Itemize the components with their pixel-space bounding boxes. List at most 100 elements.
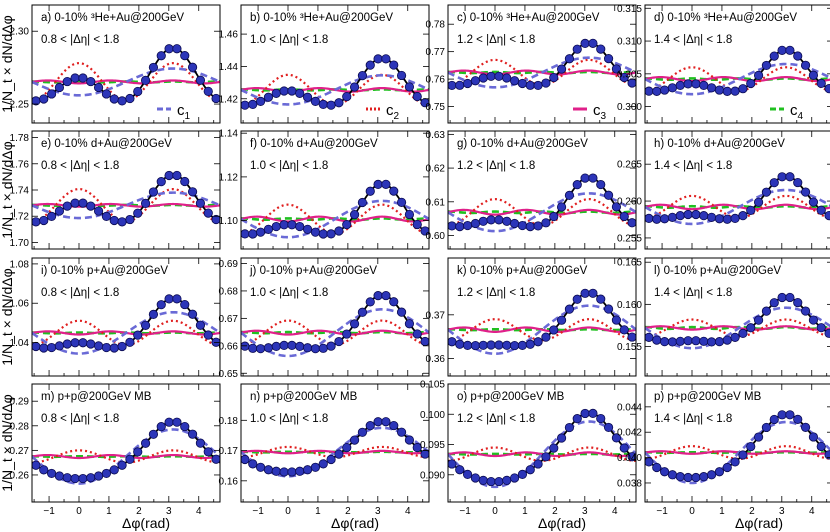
- panel-l: 0.155 0.160 0.165 l) 0-10% p+Au@200GeV 1.4 <…: [617, 257, 830, 377]
- data-point: [172, 417, 182, 427]
- data-point: [455, 339, 465, 349]
- data-point: [746, 323, 756, 333]
- data-point: [420, 226, 429, 236]
- data-point: [596, 294, 606, 304]
- data-point: [448, 221, 457, 231]
- panel-grid: 2.25 2.30 a) 0-10% ³He+Au@200GeV 0.8 < |Δη|…: [10, 4, 830, 517]
- c3-component-curve: [241, 329, 429, 336]
- data-point: [619, 72, 629, 83]
- y-axis-title: 1/N_t × dN/dΔφ: [0, 268, 15, 365]
- panel-frame: [644, 383, 830, 503]
- panel-eta-range: 1.0 < |Δη| < 1.8: [250, 413, 328, 425]
- data-point: [824, 328, 830, 338]
- data-point: [78, 473, 88, 484]
- data-point: [125, 337, 135, 347]
- plot-area: [32, 170, 220, 227]
- panel-title: n) p+p@200GeV MB: [250, 391, 358, 403]
- legend-label: c3: [593, 102, 607, 122]
- panel-eta-range: 1.2 < |Δη| < 1.8: [457, 34, 535, 46]
- data-point: [412, 91, 422, 102]
- c2-component-curve: [32, 319, 220, 347]
- plot-area: [32, 417, 220, 485]
- data-point: [164, 170, 174, 181]
- plot-area: [448, 288, 636, 356]
- data-point: [101, 468, 112, 479]
- panel-title: e) 0-10% d+Au@200GeV: [41, 138, 172, 150]
- data-point: [470, 76, 481, 86]
- panel-a: 2.25 2.30 a) 0-10% ³He+Au@200GeV 0.8 < |Δη|…: [10, 4, 221, 124]
- data-point: [659, 467, 670, 477]
- data-point: [517, 340, 528, 350]
- panel-frame: [31, 4, 221, 124]
- data-point: [509, 76, 520, 86]
- data-point: [611, 64, 622, 74]
- panel-title: l) 0-10% p+Au@200GeV: [654, 265, 781, 277]
- data-point: [32, 341, 41, 352]
- data-point: [683, 472, 693, 483]
- data-point: [412, 329, 422, 339]
- x-tick-label: 4: [612, 506, 618, 517]
- data-point: [279, 467, 289, 477]
- panel-title: k) 0-10% p+Au@200GeV: [457, 265, 588, 277]
- y-tick-label: 0.68: [219, 286, 239, 297]
- data-point: [39, 465, 49, 475]
- data-point: [714, 85, 725, 95]
- data-point: [808, 432, 819, 442]
- data-point: [777, 45, 787, 55]
- data-point: [556, 64, 567, 74]
- y-tick-label: 0.29: [10, 397, 30, 408]
- data-point: [211, 454, 220, 464]
- data-point: [180, 299, 190, 310]
- plot-area: [241, 54, 429, 110]
- y-tick-label: 1.08: [10, 259, 30, 270]
- data-point: [533, 221, 543, 231]
- data-point: [349, 319, 360, 329]
- data-point: [785, 45, 795, 55]
- data-point: [125, 454, 135, 464]
- data-point: [769, 51, 779, 61]
- data-point: [470, 218, 481, 229]
- panel-frame: [644, 257, 830, 377]
- data-point: [287, 220, 297, 230]
- data-point: [203, 330, 213, 340]
- data-point: [172, 170, 182, 181]
- data-point: [683, 79, 693, 89]
- data-point: [54, 341, 65, 351]
- data-point: [486, 476, 496, 487]
- data-point: [777, 292, 787, 303]
- data-point: [148, 309, 159, 319]
- data-point: [800, 422, 811, 432]
- data-point: [462, 78, 473, 89]
- data-point: [777, 410, 787, 420]
- data-point: [824, 84, 830, 94]
- y-tick-label: 0.260: [617, 197, 642, 208]
- data-point: [730, 86, 740, 96]
- data-point: [486, 340, 496, 350]
- data-point: [109, 215, 119, 226]
- data-point: [287, 340, 297, 350]
- panel-j: 0.65 0.66 0.67 0.68 0.69 j) 0-10% p+Au@200GeV…: [219, 257, 430, 380]
- data-point: [396, 427, 407, 437]
- y-tick-label: 0.315: [617, 4, 642, 15]
- data-point: [263, 92, 274, 102]
- data-point: [156, 422, 166, 432]
- data-point: [448, 337, 457, 347]
- data-point: [603, 190, 614, 200]
- data-point: [148, 187, 159, 197]
- data-point: [564, 422, 575, 433]
- data-point: [357, 427, 368, 437]
- x-tick-label: 4: [405, 506, 411, 517]
- y-tick-label: 0.038: [617, 478, 642, 489]
- y-tick-label: 0.265: [617, 160, 642, 171]
- data-point: [652, 335, 662, 345]
- data-point: [699, 211, 709, 221]
- data-point: [287, 86, 297, 96]
- y-tick-label: 0.62: [426, 164, 446, 175]
- data-point: [140, 198, 151, 209]
- data-point: [271, 341, 281, 351]
- x-tick-label: −1: [656, 506, 668, 517]
- y-tick-label: 0.61: [426, 197, 446, 208]
- data-point: [596, 179, 606, 190]
- data-point: [255, 96, 266, 106]
